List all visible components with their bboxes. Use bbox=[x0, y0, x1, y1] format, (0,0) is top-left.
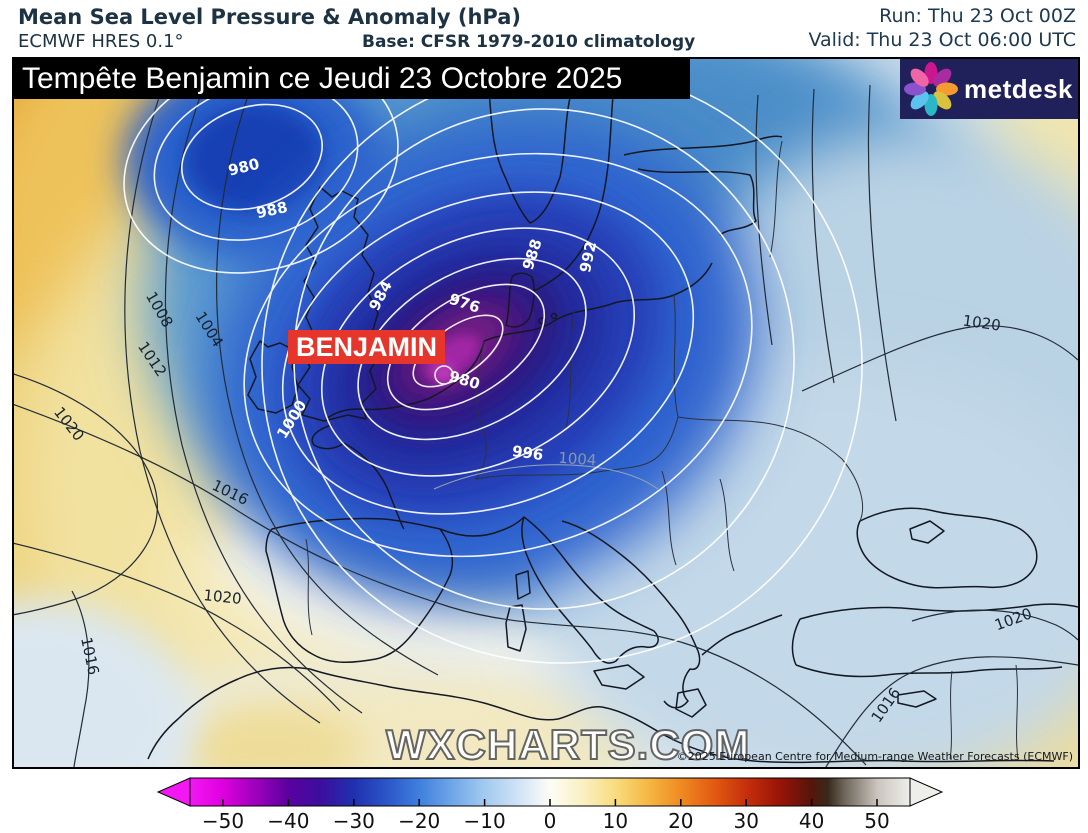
map-panel: 984 976 972 980 988 992 996 1000 1004 98… bbox=[12, 57, 1080, 769]
metdesk-pinwheel-icon bbox=[904, 62, 958, 116]
coastlines bbox=[147, 59, 1078, 764]
tick-label: 30 bbox=[733, 809, 758, 832]
header: Mean Sea Level Pressure & Anomaly (hPa) … bbox=[0, 0, 1088, 57]
pressure-anomaly-map: 984 976 972 980 988 992 996 1000 1004 98… bbox=[14, 59, 1078, 767]
colorbar-scale: −50 −40 −30 −20 −10 0 10 20 30 40 50 bbox=[156, 777, 944, 833]
copyright-text: ©2025 European Centre for Medium-range W… bbox=[676, 750, 1073, 763]
page-title: Mean Sea Level Pressure & Anomaly (hPa) bbox=[18, 5, 521, 29]
run-time-label: Run: Thu 23 Oct 00Z bbox=[879, 5, 1076, 27]
tick-label: −10 bbox=[463, 809, 505, 832]
colorbar-left-arrow bbox=[156, 777, 191, 807]
tick-label: −40 bbox=[267, 809, 309, 832]
isobar-contour-faint bbox=[433, 464, 659, 490]
tick-label: −30 bbox=[333, 809, 375, 832]
colorbar-tick-labels: −50 −40 −30 −20 −10 0 10 20 30 40 50 bbox=[202, 809, 890, 833]
colorbar-right-arrow bbox=[909, 777, 944, 807]
tick-label: −50 bbox=[202, 809, 244, 832]
tick-label: −20 bbox=[398, 809, 440, 832]
isobar-label: 996 bbox=[511, 442, 545, 464]
tick-label: 10 bbox=[603, 809, 628, 832]
anomaly-field bbox=[14, 59, 1078, 767]
metdesk-wordmark: metdesk bbox=[964, 73, 1073, 104]
isobar-label: 1004 bbox=[558, 449, 597, 470]
isobar-label: 1020 bbox=[203, 586, 243, 608]
tick-label: 20 bbox=[668, 809, 693, 832]
base-climatology-label: Base: CFSR 1979-2010 climatology bbox=[362, 32, 696, 52]
colorbar-ticks bbox=[222, 799, 878, 806]
wxcharts-watermark: WXCHARTS.COM bbox=[385, 720, 751, 768]
isobar-label: 1020 bbox=[962, 311, 1002, 334]
colorbar: −50 −40 −30 −20 −10 0 10 20 30 40 50 bbox=[54, 770, 1034, 833]
storm-name-label: BENJAMIN bbox=[288, 330, 446, 364]
model-label: ECMWF HRES 0.1° bbox=[18, 31, 184, 52]
metdesk-logo: metdesk bbox=[900, 59, 1078, 119]
storm-banner: Tempête Benjamin ce Jeudi 23 Octobre 202… bbox=[14, 59, 690, 99]
valid-time-label: Valid: Thu 23 Oct 06:00 UTC bbox=[808, 29, 1076, 51]
tick-label: 0 bbox=[544, 809, 557, 832]
tick-label: 50 bbox=[864, 809, 889, 832]
tick-label: 40 bbox=[799, 809, 824, 832]
isobar-contours-black bbox=[14, 59, 1078, 767]
